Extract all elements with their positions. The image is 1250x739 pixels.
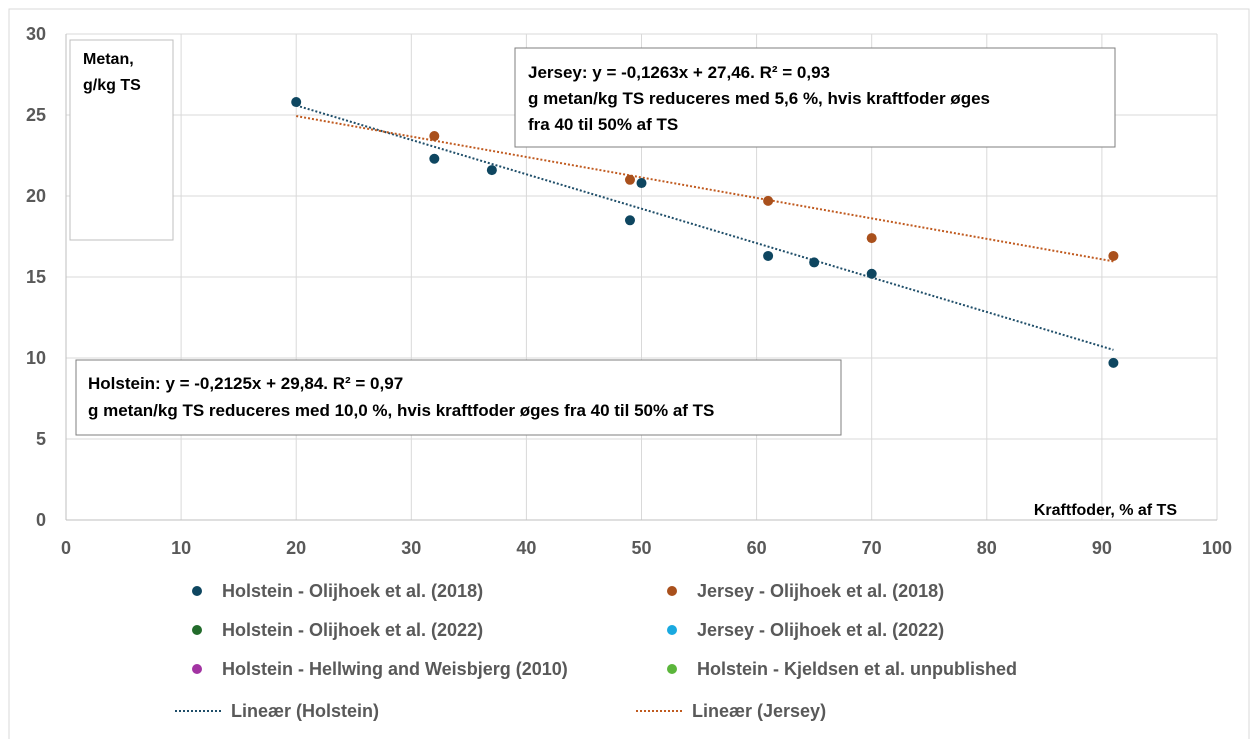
xlabel: Kraftfoder, % af TS: [1034, 502, 1177, 519]
x-tick-label: 100: [1202, 538, 1232, 558]
data-point-series-0: [763, 250, 774, 261]
x-tick-label: 10: [171, 538, 191, 558]
data-point-series-1: [866, 233, 877, 244]
legend-label: Lineær (Jersey): [692, 701, 826, 721]
legend-label: Jersey - Olijhoek et al. (2022): [697, 620, 944, 640]
data-point-series-0: [1108, 357, 1119, 368]
holstein-annotation-box: [75, 359, 842, 436]
ylabel-box: [69, 39, 174, 241]
data-point-series-0: [291, 97, 302, 108]
data-point-series-0: [636, 178, 647, 189]
x-tick-label: 90: [1092, 538, 1112, 558]
x-tick-label: 70: [862, 538, 882, 558]
data-points: [291, 97, 1119, 368]
legend-label: Holstein - Hellwing and Weisbjerg (2010): [222, 659, 568, 679]
y-tick-label: 30: [26, 24, 46, 44]
y-tick-label: 25: [26, 105, 46, 125]
x-tick-label: 80: [977, 538, 997, 558]
data-point-series-0: [866, 268, 877, 279]
data-point-series-0: [809, 257, 820, 268]
legend-label: Holstein - Kjeldsen et al. unpublished: [697, 659, 1017, 679]
x-tick-label: 50: [631, 538, 651, 558]
x-tick-label: 40: [516, 538, 536, 558]
holstein-annotation-line-2: g metan/kg TS reduceres med 10,0 %, hvis…: [88, 401, 714, 420]
y-tick-label: 5: [36, 429, 46, 449]
legend-label: Lineær (Holstein): [231, 701, 379, 721]
jersey-annotation-line-1: Jersey: y = -0,1263x + 27,46. R² = 0,93: [528, 63, 830, 82]
legend-marker: [192, 625, 202, 635]
y-tick-label: 20: [26, 186, 46, 206]
jersey-annotation-box: [514, 47, 1116, 148]
legend-label: Holstein - Olijhoek et al. (2018): [222, 581, 483, 601]
legend-marker: [667, 586, 677, 596]
data-point-series-1: [429, 131, 440, 142]
x-tick-label: 0: [61, 538, 71, 558]
jersey-annotation-line-3: fra 40 til 50% af TS: [528, 115, 678, 134]
x-tick-label: 30: [401, 538, 421, 558]
data-point-series-1: [763, 195, 774, 206]
data-point-series-1: [624, 174, 635, 185]
y-tick-label: 10: [26, 348, 46, 368]
data-point-series-0: [624, 215, 635, 226]
y-tick-label: 0: [36, 510, 46, 530]
y-tick-label: 15: [26, 267, 46, 287]
ylabel-line-1: Metan,: [83, 51, 134, 68]
legend-marker: [192, 586, 202, 596]
x-tick-label: 60: [747, 538, 767, 558]
axes: 0 10 20 30 40 50 60 70 80 90 100 0 5 10 15 20 25 30: [26, 24, 1232, 558]
data-point-series-0: [429, 153, 440, 164]
legend-marker: [192, 664, 202, 674]
x-tick-label: 20: [286, 538, 306, 558]
data-point-series-1: [1108, 250, 1119, 261]
legend-marker: [667, 625, 677, 635]
legend-marker: [667, 664, 677, 674]
jersey-annotation-line-2: g metan/kg TS reduceres med 5,6 %, hvis …: [528, 89, 990, 108]
data-point-series-0: [486, 165, 497, 176]
holstein-annotation-line-1: Holstein: y = -0,2125x + 29,84. R² = 0,9…: [88, 374, 403, 393]
legend-label: Holstein - Olijhoek et al. (2022): [222, 620, 483, 640]
legend: Holstein - Olijhoek et al. (2018) Jersey …: [175, 581, 1017, 721]
ylabel-line-2: g/kg TS: [83, 77, 141, 94]
legend-label: Jersey - Olijhoek et al. (2018): [697, 581, 944, 601]
